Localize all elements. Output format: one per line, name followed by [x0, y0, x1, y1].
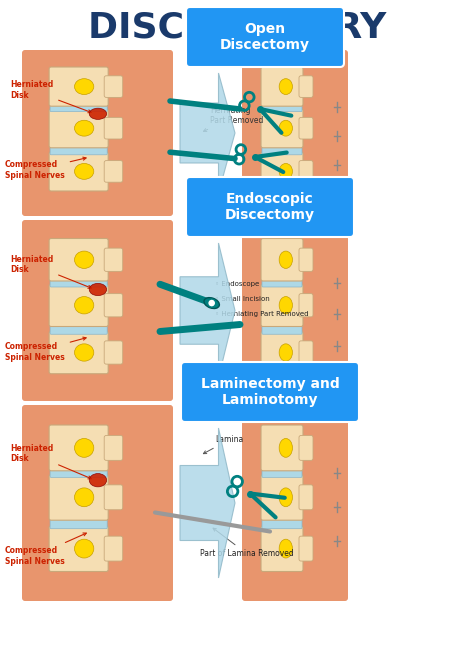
Text: Herniated
Disk: Herniated Disk: [10, 255, 91, 289]
FancyBboxPatch shape: [299, 76, 313, 97]
Text: Compressed
Spinal Nerves: Compressed Spinal Nerves: [5, 337, 86, 362]
FancyBboxPatch shape: [22, 220, 173, 401]
FancyBboxPatch shape: [49, 331, 108, 374]
FancyBboxPatch shape: [261, 238, 303, 281]
FancyBboxPatch shape: [261, 425, 303, 471]
Ellipse shape: [74, 251, 94, 268]
FancyBboxPatch shape: [104, 118, 123, 139]
Polygon shape: [180, 243, 235, 378]
Ellipse shape: [279, 120, 292, 136]
Circle shape: [208, 299, 216, 307]
FancyBboxPatch shape: [242, 50, 348, 216]
FancyBboxPatch shape: [50, 468, 107, 477]
FancyBboxPatch shape: [104, 76, 123, 97]
FancyBboxPatch shape: [261, 474, 303, 520]
FancyBboxPatch shape: [22, 405, 173, 601]
FancyBboxPatch shape: [186, 7, 344, 67]
Ellipse shape: [279, 78, 292, 95]
Text: ◦ Endoscope: ◦ Endoscope: [215, 281, 259, 287]
FancyBboxPatch shape: [49, 474, 108, 520]
Text: Laminectomy and
Laminotomy: Laminectomy and Laminotomy: [201, 377, 339, 407]
FancyBboxPatch shape: [261, 331, 303, 374]
FancyBboxPatch shape: [50, 146, 107, 155]
Ellipse shape: [204, 298, 219, 308]
Text: Endoscopic
Discectomy: Endoscopic Discectomy: [225, 192, 315, 222]
Ellipse shape: [74, 488, 94, 507]
FancyBboxPatch shape: [49, 67, 108, 106]
Ellipse shape: [89, 108, 107, 119]
FancyBboxPatch shape: [186, 177, 354, 237]
FancyBboxPatch shape: [49, 108, 108, 148]
FancyBboxPatch shape: [261, 67, 303, 106]
FancyBboxPatch shape: [104, 248, 123, 272]
FancyBboxPatch shape: [299, 161, 313, 182]
Ellipse shape: [89, 473, 107, 487]
FancyBboxPatch shape: [261, 108, 303, 148]
FancyBboxPatch shape: [261, 284, 303, 326]
Text: Compressed
Spinal Nerves: Compressed Spinal Nerves: [5, 533, 86, 565]
Ellipse shape: [74, 78, 94, 95]
FancyBboxPatch shape: [22, 50, 173, 216]
FancyBboxPatch shape: [262, 278, 302, 287]
Ellipse shape: [74, 120, 94, 136]
FancyBboxPatch shape: [104, 294, 123, 317]
FancyBboxPatch shape: [242, 220, 348, 401]
Ellipse shape: [279, 163, 292, 180]
Text: ◦ Small Incision: ◦ Small Incision: [215, 296, 270, 302]
Ellipse shape: [74, 344, 94, 361]
Text: Part of Lamina Removed: Part of Lamina Removed: [200, 528, 294, 558]
FancyBboxPatch shape: [299, 294, 313, 317]
Text: Open
Discectomy: Open Discectomy: [220, 22, 310, 52]
FancyBboxPatch shape: [104, 485, 123, 510]
Text: Lamina: Lamina: [203, 435, 243, 454]
Text: DISC SURGERY: DISC SURGERY: [88, 11, 386, 45]
FancyBboxPatch shape: [104, 536, 123, 561]
Ellipse shape: [279, 296, 292, 314]
FancyBboxPatch shape: [104, 436, 123, 460]
Ellipse shape: [74, 539, 94, 558]
Ellipse shape: [74, 439, 94, 457]
FancyBboxPatch shape: [299, 536, 313, 561]
FancyBboxPatch shape: [262, 146, 302, 155]
FancyBboxPatch shape: [299, 485, 313, 510]
FancyBboxPatch shape: [181, 362, 359, 422]
FancyBboxPatch shape: [50, 103, 107, 112]
Ellipse shape: [89, 283, 107, 296]
FancyBboxPatch shape: [49, 526, 108, 571]
FancyBboxPatch shape: [104, 161, 123, 182]
Ellipse shape: [279, 488, 292, 507]
Ellipse shape: [74, 163, 94, 180]
FancyBboxPatch shape: [262, 325, 302, 334]
FancyBboxPatch shape: [299, 248, 313, 272]
Ellipse shape: [279, 439, 292, 457]
FancyBboxPatch shape: [299, 118, 313, 139]
Ellipse shape: [279, 251, 292, 268]
Text: Compressed
Spinal Nerves: Compressed Spinal Nerves: [5, 157, 86, 180]
FancyBboxPatch shape: [262, 519, 302, 529]
FancyBboxPatch shape: [50, 278, 107, 287]
FancyBboxPatch shape: [261, 151, 303, 191]
FancyBboxPatch shape: [262, 103, 302, 112]
FancyBboxPatch shape: [261, 526, 303, 571]
Text: Herniated
Disk: Herniated Disk: [10, 444, 91, 479]
Ellipse shape: [74, 296, 94, 314]
Text: Herniating
Part Removed: Herniating Part Removed: [203, 106, 264, 131]
FancyBboxPatch shape: [50, 519, 107, 529]
FancyBboxPatch shape: [262, 468, 302, 477]
FancyBboxPatch shape: [242, 405, 348, 601]
Ellipse shape: [279, 344, 292, 361]
Ellipse shape: [279, 539, 292, 558]
FancyBboxPatch shape: [49, 151, 108, 191]
Text: Herniated
Disk: Herniated Disk: [10, 80, 91, 113]
Text: ◦ Herniating Part Removed: ◦ Herniating Part Removed: [215, 311, 309, 317]
Polygon shape: [180, 428, 235, 578]
FancyBboxPatch shape: [299, 436, 313, 460]
FancyBboxPatch shape: [104, 341, 123, 364]
Polygon shape: [180, 73, 235, 193]
FancyBboxPatch shape: [49, 284, 108, 326]
FancyBboxPatch shape: [49, 425, 108, 471]
FancyBboxPatch shape: [299, 341, 313, 364]
FancyBboxPatch shape: [50, 325, 107, 334]
FancyBboxPatch shape: [49, 238, 108, 281]
